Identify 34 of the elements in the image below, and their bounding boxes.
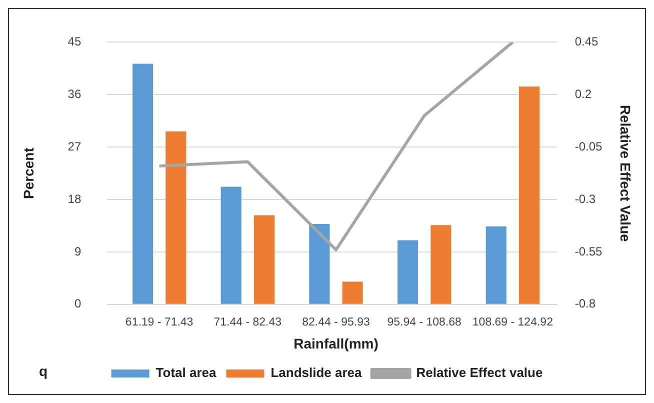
y-axis-title: Percent [20,147,36,199]
bar [518,86,540,304]
bar [166,131,186,304]
bar [254,215,274,304]
bar [220,186,242,304]
bar [309,224,330,304]
y-tick-label: 27 [68,139,82,154]
bar [486,226,506,304]
y2-tick-label: -0.55 [574,244,603,258]
y-tick-label: 45 [68,34,82,49]
bar [398,240,418,304]
y2-tick-label: -0.8 [574,296,596,311]
bar [132,64,154,304]
y2-tick-label: 0.45 [574,34,599,49]
x-tick-label: 82.44 - 95.93 [302,316,370,328]
bar [342,282,363,304]
y2-tick-label: -0.3 [574,192,596,206]
x-tick-label: 108.69 - 124.92 [472,316,553,328]
x-tick-label: 71.44 - 82.43 [214,316,282,328]
y-tick-label: 9 [74,244,82,258]
x-axis-title: Rainfall(mm) [294,335,378,352]
y2-tick-label: 0.2 [574,86,592,101]
x-tick-label: 61.19 - 71.43 [125,316,194,328]
y-tick-label: 0 [74,296,82,311]
legend-label: Landslide area [270,365,363,380]
y2-tick-label: -0.05 [574,139,603,154]
text: q [39,362,48,379]
x-tick-label: 95.94 - 108.68 [387,316,462,328]
bar [430,225,452,304]
legend-label: Total area [156,365,218,380]
y-tick-label: 18 [68,192,82,206]
y-tick-label: 36 [68,86,82,101]
y2-axis-title: Relative Effect Value [618,104,634,242]
legend-label: Relative Effect value [416,365,543,380]
